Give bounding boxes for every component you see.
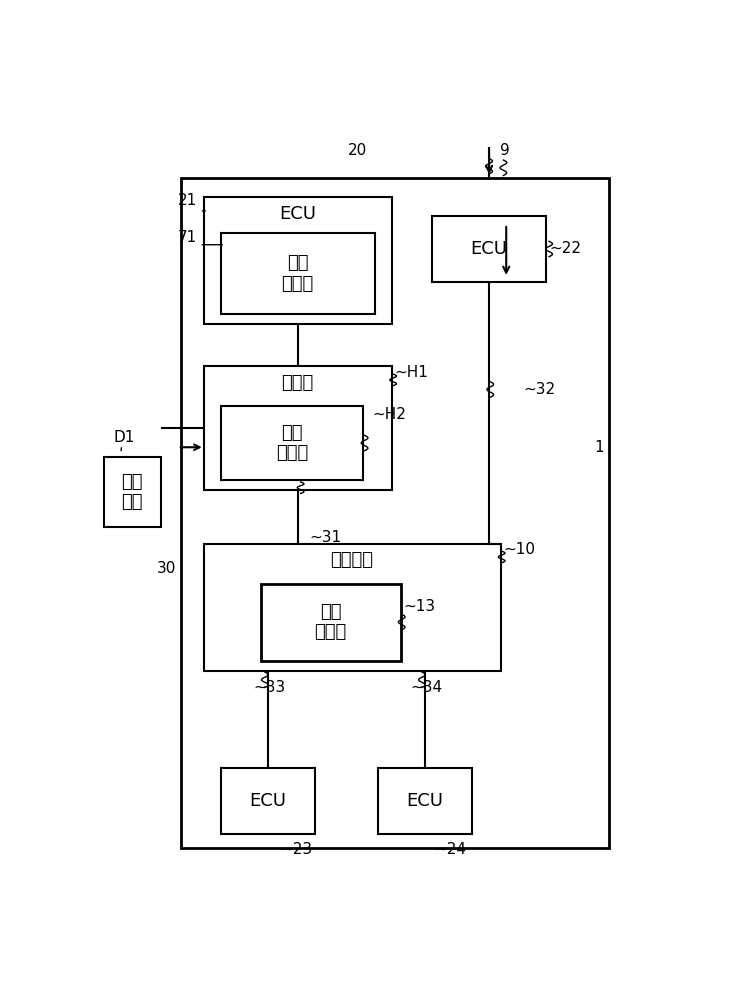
Text: ~32: ~32	[523, 382, 556, 397]
Bar	[220, 768, 315, 834]
Text: ~23: ~23	[281, 842, 312, 857]
Bar	[377, 768, 472, 834]
Bar	[203, 544, 500, 671]
Text: 第二
振蕩器: 第二 振蕩器	[282, 254, 314, 293]
Text: 9: 9	[500, 143, 509, 158]
Text: 30: 30	[157, 561, 177, 576]
Bar	[220, 233, 375, 314]
Text: ~10: ~10	[503, 542, 535, 557]
Bar	[203, 366, 392, 490]
Text: ~13: ~13	[403, 599, 436, 614]
Bar	[203, 197, 392, 324]
Text: 第一
振蕩器: 第一 振蕩器	[315, 603, 346, 641]
Text: ~33: ~33	[254, 680, 286, 695]
Text: ~H2: ~H2	[372, 407, 406, 422]
Text: ~34: ~34	[411, 680, 443, 695]
Text: ECU: ECU	[279, 205, 316, 223]
Bar	[220, 406, 363, 480]
Text: ECU: ECU	[249, 792, 286, 810]
Text: 集线器: 集线器	[282, 374, 314, 392]
Text: 21: 21	[178, 193, 197, 208]
Text: 20: 20	[348, 143, 367, 158]
Text: 第三
振蕩器: 第三 振蕩器	[276, 424, 308, 462]
Text: 71: 71	[178, 230, 197, 245]
Text: ~H1: ~H1	[395, 365, 429, 380]
Text: ~24: ~24	[435, 842, 467, 857]
Text: ~31: ~31	[310, 530, 341, 545]
Bar	[261, 584, 401, 661]
Text: ~22: ~22	[549, 241, 581, 256]
Bar	[103, 457, 161, 527]
Text: 非法
终端: 非法 终端	[122, 473, 143, 511]
Text: ECU: ECU	[471, 240, 508, 258]
Bar	[432, 216, 546, 282]
Bar	[181, 178, 609, 848]
Text: 1: 1	[595, 440, 604, 455]
Text: D1: D1	[113, 430, 135, 445]
Text: 车载装置: 车载装置	[330, 551, 374, 569]
Text: ECU: ECU	[406, 792, 444, 810]
